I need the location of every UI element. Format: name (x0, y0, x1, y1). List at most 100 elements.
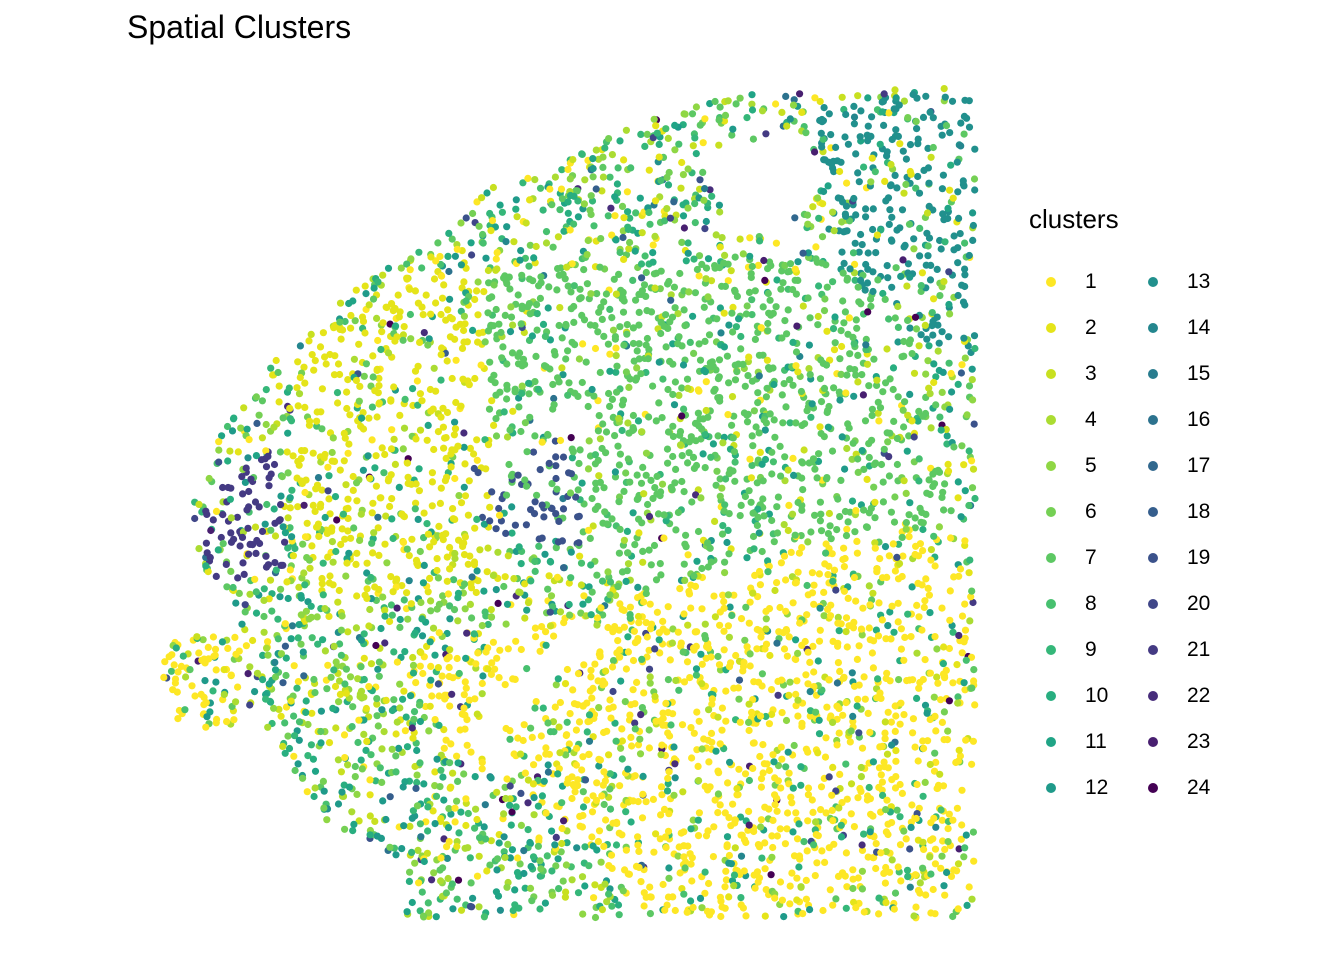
point-cluster-2 (433, 555, 441, 563)
point-cluster-8 (286, 524, 294, 532)
point-cluster-2 (334, 399, 342, 407)
point-cluster-6 (695, 252, 704, 260)
point-cluster-1 (901, 633, 909, 642)
point-cluster-10 (687, 825, 695, 833)
point-cluster-1 (817, 806, 825, 814)
point-cluster-1 (701, 115, 709, 123)
point-cluster-1 (245, 436, 253, 444)
point-cluster-7 (664, 676, 673, 684)
point-cluster-1 (816, 626, 824, 634)
point-cluster-9 (641, 142, 649, 150)
point-cluster-7 (620, 341, 628, 349)
point-cluster-19 (538, 501, 546, 509)
point-cluster-6 (419, 912, 428, 920)
point-cluster-9 (612, 841, 621, 849)
point-cluster-20 (645, 665, 654, 673)
point-cluster-19 (466, 902, 474, 911)
point-cluster-1 (884, 764, 892, 772)
point-cluster-9 (737, 332, 745, 341)
point-cluster-12 (907, 823, 915, 832)
point-cluster-7 (574, 486, 582, 494)
point-cluster-1 (838, 799, 846, 807)
point-cluster-4 (260, 596, 268, 605)
point-cluster-7 (532, 352, 540, 360)
point-cluster-2 (328, 527, 336, 535)
point-cluster-1 (705, 879, 713, 888)
point-cluster-1 (212, 507, 221, 515)
point-cluster-7 (502, 491, 511, 499)
point-cluster-1 (902, 835, 910, 843)
point-cluster-11 (377, 624, 385, 633)
point-cluster-4 (725, 633, 734, 641)
point-cluster-1 (344, 449, 352, 457)
point-cluster-10 (366, 831, 374, 839)
point-cluster-7 (620, 487, 628, 495)
point-cluster-6 (406, 868, 414, 876)
point-cluster-1 (473, 872, 482, 880)
point-cluster-3 (778, 108, 786, 116)
point-cluster-3 (887, 160, 895, 169)
point-cluster-9 (524, 826, 532, 834)
point-cluster-1 (607, 714, 615, 722)
point-cluster-2 (369, 499, 377, 507)
point-cluster-6 (434, 574, 442, 582)
point-cluster-2 (375, 374, 383, 382)
point-cluster-13 (933, 265, 941, 273)
point-cluster-19 (497, 517, 505, 525)
point-cluster-12 (506, 328, 515, 336)
point-cluster-1 (931, 712, 939, 721)
point-cluster-4 (730, 882, 738, 890)
point-cluster-2 (954, 494, 962, 502)
point-cluster-11 (720, 433, 728, 441)
point-cluster-10 (890, 628, 898, 636)
point-cluster-10 (411, 629, 419, 637)
point-cluster-7 (593, 571, 601, 579)
point-cluster-7 (241, 608, 249, 616)
point-cluster-10 (795, 863, 803, 871)
point-cluster-10 (214, 546, 222, 554)
point-cluster-1 (759, 769, 767, 777)
point-cluster-13 (923, 229, 931, 237)
point-cluster-1 (961, 537, 969, 545)
point-cluster-9 (519, 179, 527, 187)
point-cluster-1 (615, 829, 623, 837)
point-cluster-3 (854, 378, 862, 386)
point-cluster-12 (425, 335, 433, 343)
point-cluster-1 (643, 633, 651, 641)
point-cluster-1 (645, 646, 653, 654)
point-cluster-12 (295, 736, 303, 744)
point-cluster-2 (359, 409, 367, 417)
point-cluster-2 (393, 575, 401, 583)
point-cluster-7 (867, 295, 875, 303)
point-cluster-2 (347, 534, 355, 542)
point-cluster-3 (493, 788, 501, 796)
point-cluster-13 (496, 906, 504, 914)
point-cluster-6 (351, 317, 359, 325)
point-cluster-1 (656, 649, 664, 657)
point-cluster-12 (517, 247, 525, 255)
point-cluster-1 (803, 847, 811, 855)
point-cluster-7 (905, 511, 913, 519)
point-cluster-1 (894, 863, 902, 871)
point-cluster-7 (883, 429, 891, 437)
point-cluster-2 (330, 324, 338, 332)
point-cluster-3 (714, 713, 722, 721)
point-cluster-4 (620, 536, 629, 544)
point-cluster-8 (745, 776, 754, 785)
point-cluster-7 (373, 712, 381, 720)
point-cluster-7 (668, 313, 677, 321)
point-cluster-10 (914, 417, 922, 425)
point-cluster-8 (616, 248, 624, 257)
point-cluster-7 (751, 287, 759, 295)
point-cluster-1 (876, 555, 884, 563)
point-cluster-2 (484, 441, 493, 449)
point-cluster-7 (614, 583, 622, 591)
point-cluster-1 (177, 662, 185, 671)
point-cluster-7 (822, 475, 831, 483)
point-cluster-9 (293, 684, 301, 692)
point-cluster-1 (583, 796, 591, 804)
point-cluster-2 (483, 568, 491, 576)
point-cluster-21 (277, 501, 285, 509)
point-cluster-3 (923, 209, 932, 217)
point-cluster-7 (799, 486, 807, 494)
